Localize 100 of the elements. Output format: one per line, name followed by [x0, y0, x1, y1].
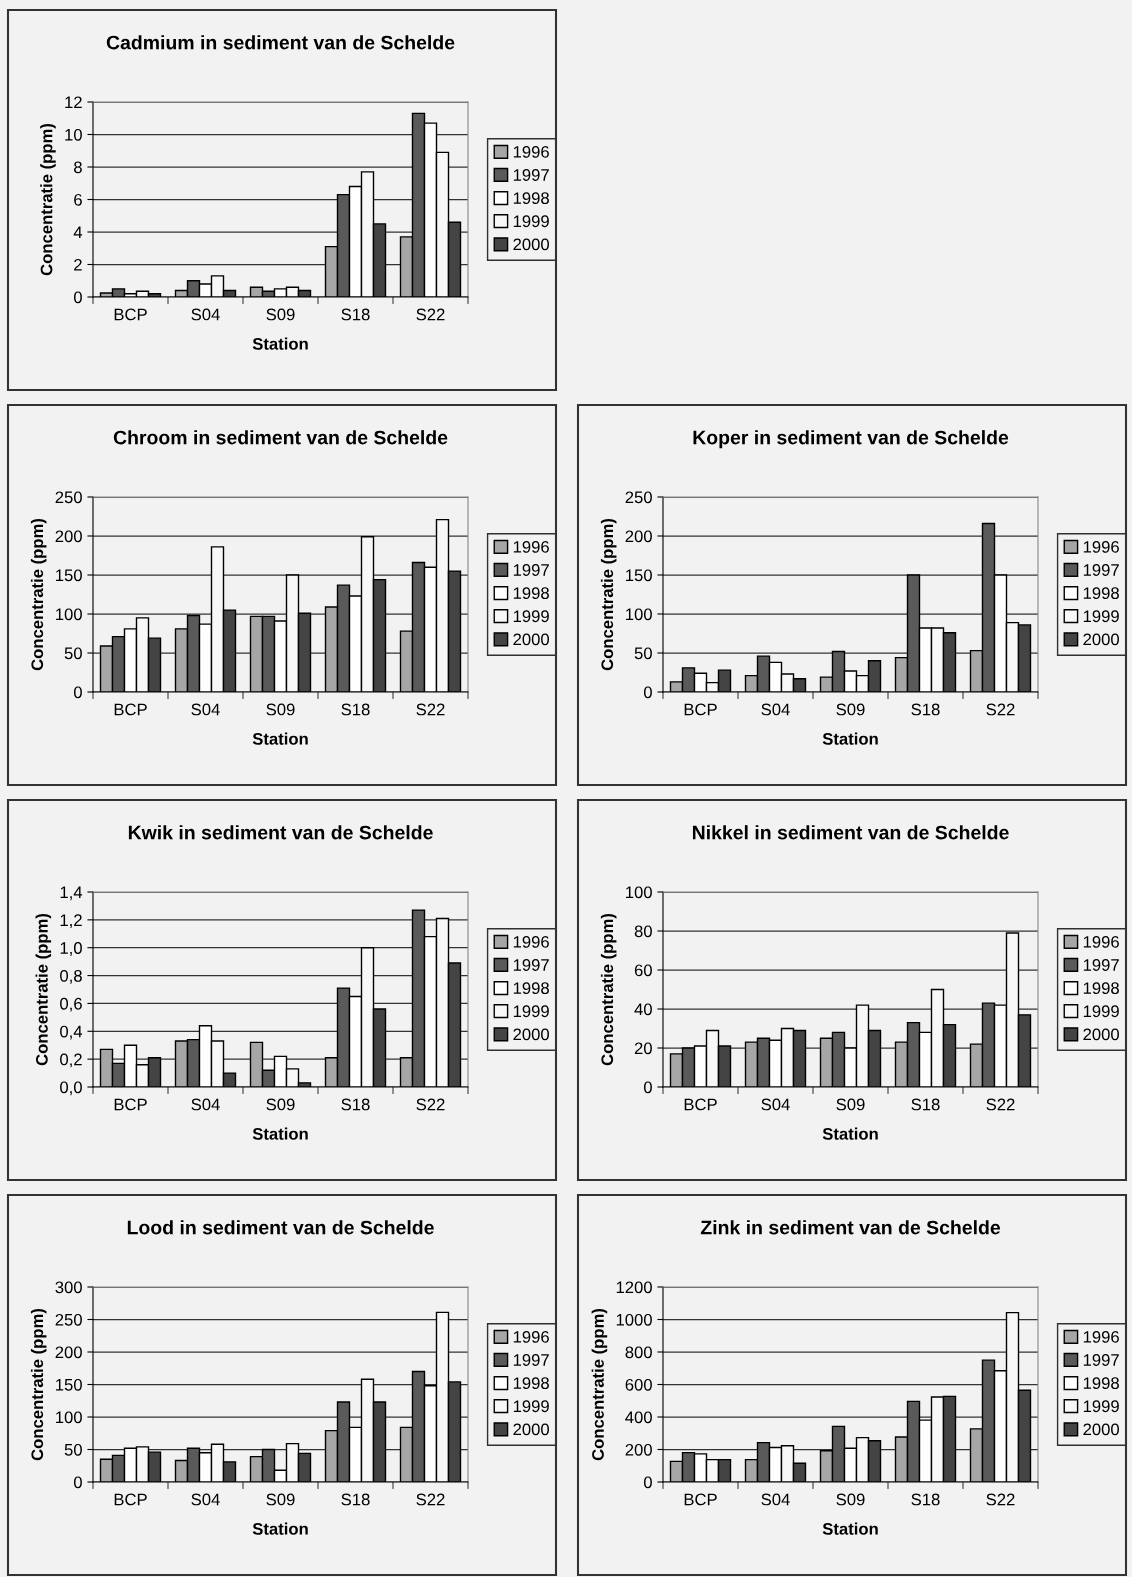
- y-tick-label: 250: [55, 1313, 82, 1326]
- x-tick-label: S18: [911, 1493, 940, 1506]
- legend-label: 1999: [513, 610, 549, 623]
- x-tick-label: S04: [191, 308, 220, 321]
- x-axis-title: Station: [822, 1127, 878, 1140]
- x-tick-label: BCP: [684, 1098, 717, 1111]
- legend-label: 2000: [1083, 633, 1120, 646]
- y-axis-title: Concentratie (ppm): [30, 518, 47, 671]
- y-tick-label: 800: [625, 1346, 652, 1359]
- x-tick-label: S09: [266, 1098, 295, 1111]
- x-tick-label: BCP: [114, 1493, 147, 1506]
- y-tick-label: 60: [634, 964, 652, 977]
- x-tick-label: S22: [986, 1493, 1015, 1506]
- y-tick-label: 0: [73, 1476, 82, 1489]
- y-tick-label: 400: [625, 1411, 652, 1424]
- chart-title: Zink in sediment van de Schelde: [700, 1220, 1001, 1235]
- legend-label: 1997: [1083, 564, 1119, 576]
- legend-label: 1999: [513, 215, 549, 228]
- y-tick-label: 1,0: [60, 942, 82, 956]
- legend-label: 1996: [513, 145, 549, 158]
- x-tick-label: BCP: [684, 1493, 717, 1506]
- x-tick-label: S04: [761, 1098, 790, 1111]
- x-tick-label: S22: [986, 1098, 1015, 1111]
- y-axis-title: Concentratie (ppm): [30, 1308, 47, 1461]
- legend-label: 2000: [513, 1028, 550, 1041]
- x-axis-title: Station: [252, 732, 308, 745]
- legend-label: 1996: [513, 935, 549, 948]
- y-axis-title: Concentratie (ppm): [40, 123, 56, 276]
- x-tick-label: S18: [341, 1493, 370, 1506]
- y-tick-label: 12: [65, 96, 82, 109]
- x-axis-title: Station: [822, 732, 878, 745]
- y-tick-label: 0: [643, 1081, 652, 1094]
- x-axis-title: Station: [252, 1127, 308, 1140]
- y-axis-title: Concentratie (ppm): [591, 1308, 608, 1461]
- y-tick-label: 150: [56, 1378, 82, 1391]
- legend-label: 1999: [1083, 1005, 1119, 1018]
- x-tick-label: BCP: [684, 703, 717, 716]
- y-tick-label: 250: [55, 491, 82, 504]
- y-tick-label: 2: [74, 258, 82, 271]
- legend-label: 1998: [1083, 1377, 1119, 1390]
- legend-label: 1998: [513, 192, 549, 205]
- x-axis-title: Station: [252, 337, 308, 350]
- legend-label: 1997: [513, 564, 549, 576]
- chart-title: Kwik in sediment van de Schelde: [128, 825, 433, 840]
- y-tick-label: 0: [73, 291, 82, 304]
- legend-label: 1999: [513, 1400, 549, 1413]
- chart-title: Koper in sediment van de Schelde: [693, 430, 1009, 449]
- y-tick-label: 0,0: [60, 1081, 82, 1096]
- chart-title: Lood in sediment van de Schelde: [127, 1220, 434, 1235]
- legend-label: 1998: [513, 587, 549, 600]
- legend-label: 1999: [1083, 1400, 1119, 1413]
- x-tick-label: S09: [836, 1493, 865, 1506]
- y-tick-label: 1000: [616, 1313, 652, 1326]
- legend-label: 1997: [1083, 959, 1119, 971]
- x-tick-label: S18: [341, 1098, 370, 1111]
- y-tick-label: 0: [643, 686, 652, 699]
- x-tick-label: S18: [911, 703, 940, 716]
- x-tick-label: S22: [416, 1098, 445, 1111]
- chart-title: Chroom in sediment van de Schelde: [113, 430, 448, 445]
- y-axis-title: Concentratie (ppm): [600, 913, 617, 1066]
- legend-label: 1997: [513, 1354, 549, 1366]
- legend-label: 1998: [1083, 982, 1119, 995]
- chart-title: Cadmium in sediment van de Schelde: [106, 35, 455, 50]
- y-axis-title: Concentratie (ppm): [35, 913, 52, 1066]
- y-tick-label: 150: [626, 569, 652, 582]
- y-tick-label: 600: [625, 1378, 652, 1391]
- y-tick-label: 250: [625, 491, 652, 504]
- y-axis-title: Concentratie (ppm): [600, 518, 617, 671]
- y-tick-label: 200: [625, 530, 652, 543]
- x-tick-label: S04: [191, 1098, 220, 1111]
- x-tick-label: S22: [986, 703, 1015, 716]
- y-tick-label: 1,2: [60, 914, 82, 929]
- legend-label: 1999: [1083, 610, 1119, 623]
- legend-label: 1996: [513, 1330, 549, 1343]
- legend-label: 2000: [513, 238, 550, 251]
- legend-label: 2000: [1083, 1028, 1120, 1041]
- y-tick-label: 300: [55, 1281, 82, 1294]
- x-tick-label: S09: [266, 308, 295, 321]
- y-tick-label: 8: [74, 161, 82, 174]
- y-tick-label: 50: [64, 1443, 82, 1456]
- y-tick-label: 6: [74, 193, 82, 206]
- x-axis-title: Station: [252, 1522, 308, 1535]
- y-tick-label: 4: [73, 226, 83, 239]
- y-tick-label: 20: [634, 1042, 652, 1055]
- legend-label: 1998: [513, 982, 549, 995]
- x-tick-label: S22: [416, 1493, 445, 1506]
- legend-label: 1997: [513, 169, 549, 181]
- y-tick-label: 0,2: [60, 1053, 82, 1068]
- x-tick-label: S09: [836, 703, 865, 716]
- legend-label: 2000: [1083, 1423, 1120, 1436]
- x-tick-label: S18: [341, 703, 370, 716]
- y-tick-label: 0: [643, 1476, 652, 1489]
- y-tick-label: 40: [634, 1003, 652, 1016]
- y-tick-label: 100: [56, 1411, 82, 1424]
- y-tick-label: 0,6: [60, 997, 82, 1012]
- legend-label: 1999: [513, 1005, 549, 1018]
- x-tick-label: S04: [191, 1493, 220, 1506]
- legend-label: 1996: [1083, 1330, 1119, 1343]
- legend-label: 1996: [1083, 540, 1119, 553]
- legend-label: 1997: [513, 959, 549, 971]
